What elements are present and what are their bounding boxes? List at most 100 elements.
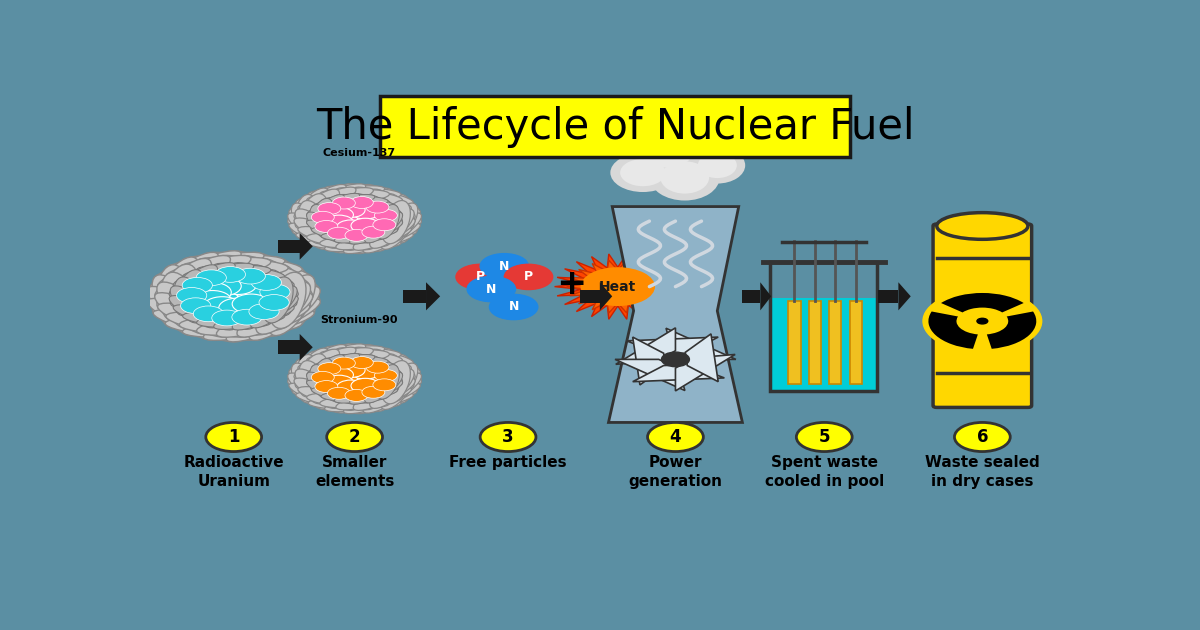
Text: N: N [499,260,510,273]
Ellipse shape [173,263,253,288]
Ellipse shape [662,123,698,144]
Circle shape [336,380,365,395]
Polygon shape [632,337,666,385]
Circle shape [340,370,370,387]
Ellipse shape [380,203,418,249]
Ellipse shape [324,346,413,365]
Ellipse shape [298,348,373,371]
Circle shape [350,218,379,233]
Circle shape [350,364,379,379]
Ellipse shape [202,261,296,282]
Ellipse shape [298,387,373,410]
Ellipse shape [335,195,397,210]
FancyBboxPatch shape [278,239,300,253]
Ellipse shape [295,195,322,243]
Ellipse shape [166,258,271,281]
Polygon shape [626,337,718,354]
Ellipse shape [310,205,334,239]
Ellipse shape [269,270,298,322]
Ellipse shape [154,252,264,283]
Ellipse shape [156,265,190,328]
Ellipse shape [298,188,373,211]
Text: 5: 5 [818,428,830,446]
Ellipse shape [370,369,414,408]
Circle shape [366,361,389,373]
Polygon shape [761,282,772,311]
Ellipse shape [304,351,368,373]
Ellipse shape [203,252,314,283]
Polygon shape [300,233,313,260]
Ellipse shape [163,259,246,292]
Ellipse shape [182,311,271,328]
Polygon shape [632,365,725,382]
Ellipse shape [301,351,352,382]
FancyBboxPatch shape [278,340,300,354]
Ellipse shape [172,261,265,282]
Ellipse shape [301,376,352,406]
Ellipse shape [174,277,205,323]
Ellipse shape [222,259,304,292]
FancyBboxPatch shape [788,301,800,384]
Ellipse shape [370,209,414,248]
Ellipse shape [312,227,374,243]
Ellipse shape [304,385,368,406]
Ellipse shape [312,392,385,404]
Circle shape [336,363,365,377]
Ellipse shape [353,378,415,410]
FancyBboxPatch shape [934,224,1032,408]
Ellipse shape [152,275,199,336]
Ellipse shape [629,132,703,174]
Ellipse shape [673,132,715,156]
Text: 6: 6 [977,428,988,446]
Ellipse shape [236,256,313,300]
Circle shape [336,220,365,235]
Ellipse shape [296,232,385,251]
Ellipse shape [307,199,328,238]
Circle shape [251,275,282,290]
Circle shape [238,287,275,306]
Polygon shape [899,282,911,311]
Circle shape [235,268,265,284]
Polygon shape [676,355,736,391]
Ellipse shape [324,231,397,244]
FancyBboxPatch shape [809,301,821,384]
Ellipse shape [197,265,284,282]
Ellipse shape [336,188,412,211]
Ellipse shape [182,265,271,282]
Ellipse shape [169,295,235,330]
Ellipse shape [292,348,329,394]
Ellipse shape [227,251,320,294]
Ellipse shape [362,213,421,253]
Ellipse shape [233,295,299,330]
Ellipse shape [263,270,293,316]
Circle shape [954,423,1010,452]
Ellipse shape [216,303,310,337]
Ellipse shape [250,265,298,307]
Ellipse shape [184,315,283,329]
Ellipse shape [312,231,385,244]
Ellipse shape [322,356,388,367]
Ellipse shape [322,196,388,207]
Circle shape [504,265,553,290]
Ellipse shape [365,372,403,403]
Text: N: N [509,301,518,314]
Circle shape [259,295,289,311]
Ellipse shape [202,311,296,331]
FancyBboxPatch shape [380,96,850,157]
Ellipse shape [148,251,241,294]
Ellipse shape [299,354,328,397]
Circle shape [332,357,355,369]
Ellipse shape [308,188,401,201]
Circle shape [196,270,227,285]
Ellipse shape [335,355,397,370]
Ellipse shape [294,218,356,250]
FancyBboxPatch shape [878,290,899,303]
Ellipse shape [310,198,334,233]
Ellipse shape [306,212,344,243]
Ellipse shape [296,346,385,365]
Ellipse shape [295,189,340,229]
Ellipse shape [161,272,198,328]
Ellipse shape [197,312,301,335]
Ellipse shape [689,147,745,183]
Ellipse shape [308,348,401,362]
